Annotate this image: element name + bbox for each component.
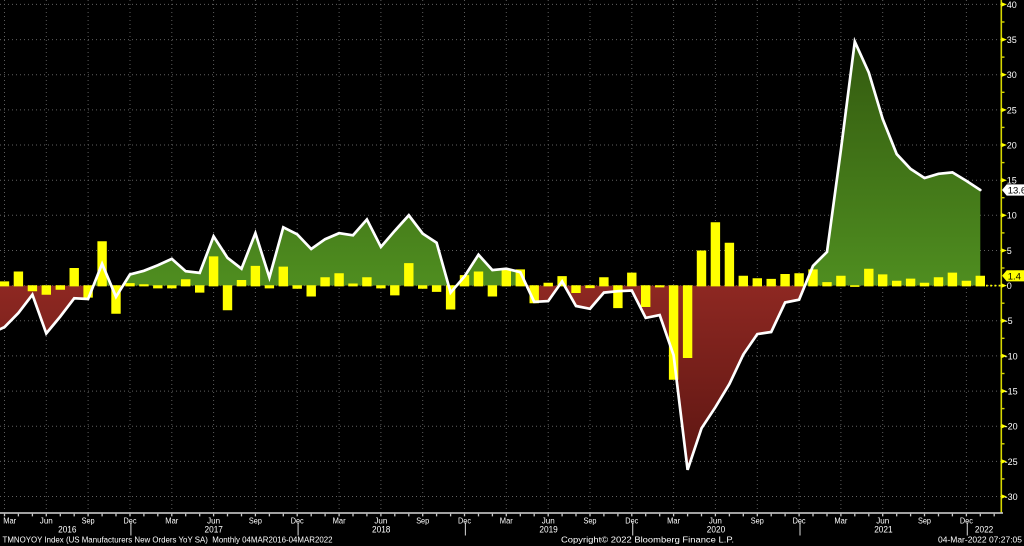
svg-text:Jun: Jun <box>876 515 889 525</box>
svg-text:Mar: Mar <box>333 515 346 525</box>
svg-text:2022: 2022 <box>975 525 993 535</box>
svg-text:25: 25 <box>1007 105 1017 115</box>
svg-text:-5: -5 <box>1005 316 1013 326</box>
svg-text:Dec: Dec <box>960 515 974 525</box>
svg-text:-30: -30 <box>1005 492 1018 502</box>
svg-text:Mar: Mar <box>500 515 513 525</box>
svg-text:2020: 2020 <box>707 525 725 535</box>
svg-text:Jun: Jun <box>374 515 387 525</box>
svg-text:04-Mar-2022 07:27:05: 04-Mar-2022 07:27:05 <box>938 535 1022 545</box>
svg-text:-20: -20 <box>1005 422 1018 432</box>
svg-text:2019: 2019 <box>539 525 557 535</box>
svg-text:Sep: Sep <box>82 515 95 525</box>
svg-text:Mar: Mar <box>3 515 16 525</box>
svg-text:Mar: Mar <box>667 515 680 525</box>
svg-text:2018: 2018 <box>372 525 390 535</box>
svg-text:2021: 2021 <box>874 525 892 535</box>
svg-text:Mar: Mar <box>834 515 847 525</box>
svg-text:2016: 2016 <box>58 525 76 535</box>
svg-text:20: 20 <box>1007 140 1017 150</box>
svg-text:Dec: Dec <box>625 515 639 525</box>
svg-text:Sep: Sep <box>584 515 597 525</box>
svg-text:10: 10 <box>1007 211 1017 221</box>
svg-text:TMNOYOY Index (US Manufacturer: TMNOYOY Index (US Manufacturers New Orde… <box>3 535 333 545</box>
svg-text:Jun: Jun <box>709 515 722 525</box>
svg-text:-10: -10 <box>1005 351 1018 361</box>
svg-text:1.4: 1.4 <box>1008 271 1021 282</box>
svg-text:5: 5 <box>1007 246 1012 256</box>
svg-text:2017: 2017 <box>205 525 223 535</box>
svg-text:Sep: Sep <box>416 515 429 525</box>
svg-text:Sep: Sep <box>751 515 764 525</box>
svg-text:13.6: 13.6 <box>1008 186 1024 197</box>
svg-text:35: 35 <box>1007 35 1017 45</box>
svg-text:-15: -15 <box>1005 386 1018 396</box>
svg-text:Sep: Sep <box>249 515 262 525</box>
svg-text:Dec: Dec <box>793 515 807 525</box>
svg-text:Copyright© 2022 Bloomberg Fina: Copyright© 2022 Bloomberg Finance L.P. <box>561 535 734 545</box>
svg-text:Dec: Dec <box>458 515 472 525</box>
svg-text:Dec: Dec <box>291 515 305 525</box>
svg-text:Sep: Sep <box>918 515 931 525</box>
svg-text:0: 0 <box>1007 281 1012 291</box>
svg-text:Jun: Jun <box>40 515 53 525</box>
svg-text:Jun: Jun <box>542 515 555 525</box>
svg-text:15: 15 <box>1007 176 1017 186</box>
svg-text:-25: -25 <box>1005 457 1018 467</box>
svg-text:30: 30 <box>1007 70 1017 80</box>
svg-text:40: 40 <box>1007 0 1017 10</box>
svg-text:Jun: Jun <box>207 515 220 525</box>
svg-text:Dec: Dec <box>124 515 138 525</box>
svg-text:Mar: Mar <box>165 515 178 525</box>
